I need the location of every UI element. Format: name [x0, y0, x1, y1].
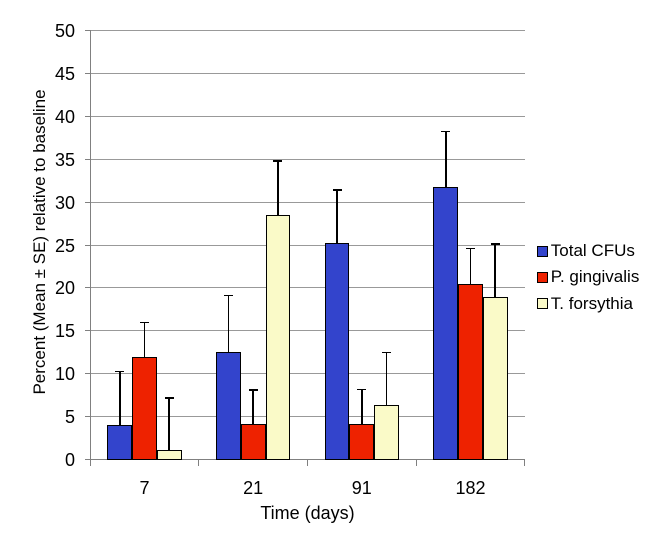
x-tick-4	[524, 459, 526, 466]
y-tick-label-15: 15	[54, 321, 75, 342]
error-bar-cap	[248, 389, 258, 391]
bar-total-cfus-21	[216, 351, 241, 460]
x-tick-1	[198, 459, 200, 466]
error-bar-cap	[332, 189, 342, 191]
y-axis-title: Percent (Mean ± SE) relative to baseline	[30, 88, 49, 395]
error-bar-cap	[273, 160, 283, 162]
error-bar-cap	[164, 397, 174, 399]
x-tick-0	[89, 459, 91, 466]
legend-label: T. forsythia	[550, 293, 633, 313]
error-bar-cap	[223, 294, 233, 297]
error-bar-cap	[382, 351, 392, 354]
gridline-y-45	[90, 72, 525, 74]
error-bar-line	[361, 389, 363, 424]
error-bar-cap	[357, 388, 367, 391]
error-bar-line	[336, 190, 338, 244]
error-bar-cap	[140, 321, 150, 324]
x-tick-3	[415, 459, 417, 466]
bar-t-forsythia-21	[265, 214, 291, 460]
gridline-y-15	[90, 330, 525, 332]
x-tick-label-7: 7	[139, 477, 150, 498]
bar-p-gingivalis-21	[240, 423, 266, 460]
y-tick-label-0: 0	[64, 450, 75, 471]
error-bar-cap	[465, 247, 475, 250]
gridline-y-25	[90, 244, 525, 246]
error-bar-cap	[490, 243, 500, 245]
y-tick-20	[84, 287, 91, 289]
error-bar-cap	[115, 370, 125, 373]
x-axis-title: Time (days)	[260, 503, 355, 523]
legend-label: Total CFUs	[550, 241, 635, 260]
bar-t-forsythia-182	[482, 296, 508, 460]
x-tick-label-21: 21	[243, 477, 264, 498]
y-tick-30	[84, 201, 91, 203]
y-tick-label-50: 50	[54, 20, 75, 41]
error-bar-line	[119, 371, 121, 426]
y-axis-line	[89, 30, 91, 460]
y-tick-label-40: 40	[54, 106, 75, 127]
y-tick-label-10: 10	[54, 364, 75, 385]
bar-t-forsythia-91	[374, 404, 399, 460]
legend-swatch	[536, 271, 548, 283]
legend-item-t-forsythia: T. forsythia	[536, 293, 633, 315]
error-bar-line	[385, 352, 388, 405]
bar-t-forsythia-7	[156, 450, 182, 460]
y-tick-10	[84, 373, 91, 375]
bar-p-gingivalis-91	[349, 423, 375, 460]
gridline-y-20	[90, 287, 525, 289]
y-tick-0	[84, 459, 91, 461]
y-tick-15	[84, 330, 91, 332]
error-bar-line	[227, 295, 230, 352]
error-bar-line	[168, 397, 170, 451]
y-tick-50	[84, 29, 91, 31]
y-tick-35	[84, 158, 91, 160]
legend-item-total-cfus: Total CFUs	[536, 240, 635, 262]
error-bar-line	[252, 390, 254, 424]
bar-p-gingivalis-7	[132, 356, 157, 460]
y-tick-label-5: 5	[64, 407, 75, 428]
x-tick-label-91: 91	[351, 477, 372, 498]
gridline-y-30	[90, 201, 525, 203]
legend-swatch	[536, 298, 548, 310]
y-tick-label-25: 25	[54, 235, 75, 256]
bar-p-gingivalis-182	[458, 283, 483, 460]
bar-total-cfus-182	[433, 186, 459, 460]
gridline-y-40	[90, 115, 525, 117]
y-tick-45	[84, 72, 91, 74]
x-tick-2	[307, 459, 308, 466]
gridline-y-10	[90, 373, 525, 375]
bar-total-cfus-91	[324, 243, 350, 460]
gridline-y-35	[90, 158, 525, 160]
y-tick-label-20: 20	[54, 278, 75, 299]
legend-swatch	[536, 245, 548, 257]
y-tick-label-45: 45	[54, 63, 75, 84]
gridline-y-50	[90, 29, 525, 31]
error-bar-cap	[441, 130, 451, 133]
legend-item-p-gingivalis: P. gingivalis	[536, 266, 640, 288]
error-bar-line	[277, 160, 279, 215]
y-tick-25	[84, 244, 91, 246]
error-bar-line	[143, 322, 146, 357]
y-tick-5	[84, 416, 91, 418]
gridline-y-5	[90, 416, 525, 418]
error-bar-line	[445, 131, 447, 187]
error-bar-line	[469, 248, 472, 284]
y-tick-label-35: 35	[54, 149, 75, 170]
y-tick-label-30: 30	[54, 192, 75, 213]
error-bar-line	[494, 244, 496, 297]
x-tick-label-182: 182	[455, 477, 486, 498]
legend-label: P. gingivalis	[550, 267, 640, 287]
y-tick-40	[84, 115, 91, 117]
bar-total-cfus-7	[107, 425, 133, 460]
